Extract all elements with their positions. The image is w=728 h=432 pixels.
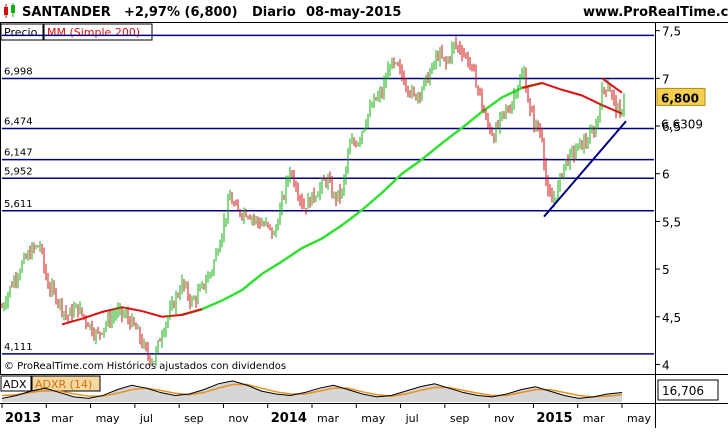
candles [1, 36, 625, 366]
y-tick-label: 7,5 [662, 25, 681, 39]
ma-line-red-early [61, 306, 203, 326]
level-label: 6,147 [4, 148, 33, 159]
adx-last-value: 16,706 [662, 384, 704, 398]
level-label: 5,952 [4, 166, 33, 177]
level-label: 5,611 [4, 199, 33, 210]
y-tick-label: 7 [662, 72, 670, 86]
x-tick-label: sep [184, 412, 203, 425]
ma-value-label: 6,6309 [661, 118, 703, 132]
x-tick-label: mar [583, 412, 605, 425]
adxr-line [1, 383, 623, 398]
y-tick-label: 5,5 [662, 215, 681, 229]
y-tick-label: 6,5 [662, 120, 681, 134]
trendline-resistance [601, 77, 623, 94]
adx-panel: ADX ADXR (14) 16,706 [0, 375, 719, 402]
legend-price: Precio [4, 26, 38, 39]
x-tick-label: 2015 [536, 411, 572, 426]
adx-line [1, 380, 623, 399]
site-label[interactable]: www.ProRealTime.com [583, 5, 728, 20]
support-resistance-levels: 6,998 6,474 6,147 5,952 5,611 4,111 [2, 34, 654, 355]
x-tick-label: mar [51, 412, 73, 425]
candle-icon [4, 3, 15, 18]
trendline-support [543, 120, 627, 218]
y-tick-label: 6 [662, 168, 670, 182]
x-tick-label: nov [228, 412, 249, 425]
x-tick-label: sep [450, 412, 469, 425]
level-label: 6,998 [4, 67, 33, 78]
x-tick-label: nov [494, 412, 515, 425]
adx-area [2, 380, 622, 402]
ticker-label: SANTANDER [22, 5, 111, 20]
y-axis: 7,5 7 6,5 6 5,5 5 4,5 4 6,800 6,6309 [655, 25, 706, 372]
x-tick-label: jul [139, 412, 153, 425]
x-tick-label: may [96, 412, 120, 425]
x-tick-label: may [361, 412, 385, 425]
moving-average [61, 81, 623, 326]
legend-ma: MM (Simple 200) [47, 26, 140, 39]
change-label: +2,97% (6,800) [124, 5, 238, 20]
level-label: 6,474 [4, 116, 33, 127]
last-price-label: 6,800 [661, 91, 699, 105]
last-price-box [656, 87, 706, 106]
x-tick-label: 2014 [271, 411, 307, 426]
legend: Precio MM (Simple 200) [0, 23, 153, 41]
adx-label: ADX [3, 378, 27, 391]
header: SANTANDER +2,97% (6,800) Diario 08-may-2… [0, 3, 728, 23]
ma-line-red-late [521, 82, 623, 115]
y-tick-label: 4,5 [662, 311, 681, 325]
date-label: 08-may-2015 [306, 5, 401, 20]
y-tick-label: 4 [662, 358, 670, 372]
adxr-label: ADXR (14) [35, 378, 92, 391]
copyright-note: © ProRealTime.com Históricos ajustados c… [4, 360, 286, 372]
period-label: Diario [252, 5, 296, 20]
y-tick-label: 5 [662, 263, 670, 277]
x-tick-label: mar [317, 412, 339, 425]
level-label: 4,111 [4, 342, 33, 353]
trendlines [543, 77, 627, 218]
x-tick-label: jul [405, 412, 419, 425]
x-tick-label: may [627, 412, 651, 425]
adx-lines [1, 380, 623, 402]
x-tick-label: 2013 [5, 411, 41, 426]
x-axis: 2013 mar may jul sep nov 2014 mar may jul sep nov 20… [1, 403, 651, 426]
ma-line-green [181, 81, 543, 317]
